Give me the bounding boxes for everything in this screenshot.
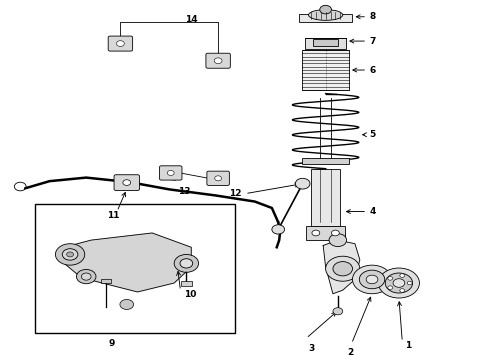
Circle shape [359,270,385,289]
FancyBboxPatch shape [108,36,133,51]
Circle shape [366,275,378,284]
Bar [314,39,338,46]
Text: 9: 9 [109,338,115,347]
Circle shape [272,225,285,234]
Circle shape [55,244,85,265]
Text: 11: 11 [107,211,120,220]
Circle shape [333,308,343,315]
Circle shape [312,230,320,236]
Bar [305,38,346,49]
Circle shape [326,256,360,281]
Circle shape [331,230,339,236]
FancyBboxPatch shape [207,171,229,185]
Circle shape [378,268,419,298]
Circle shape [67,252,74,257]
Circle shape [167,170,174,175]
Circle shape [180,259,193,268]
FancyBboxPatch shape [206,53,230,68]
Circle shape [329,234,346,247]
Bar [311,169,340,226]
Text: 13: 13 [177,187,190,196]
FancyBboxPatch shape [159,166,182,180]
Circle shape [62,249,78,260]
FancyBboxPatch shape [114,175,140,190]
Circle shape [320,5,331,14]
Circle shape [333,262,352,276]
Circle shape [393,279,405,287]
Text: 1: 1 [405,341,412,350]
Text: 5: 5 [369,130,376,139]
Bar [180,280,192,285]
Text: 2: 2 [347,348,353,357]
Bar [101,279,111,283]
Circle shape [214,58,222,64]
Text: 7: 7 [369,37,376,46]
Bar [302,50,349,90]
Polygon shape [64,233,191,292]
Bar [302,158,349,164]
Circle shape [117,41,124,46]
Text: 14: 14 [185,15,197,24]
Text: 8: 8 [369,12,376,21]
Polygon shape [323,240,360,294]
Text: 4: 4 [369,207,376,216]
Circle shape [400,289,405,292]
Ellipse shape [309,10,343,21]
Circle shape [76,269,96,284]
Text: 6: 6 [369,66,376,75]
Circle shape [174,255,198,272]
Text: 10: 10 [184,290,196,299]
Bar [35,204,235,333]
Bar [306,226,345,240]
Text: 12: 12 [229,189,241,198]
Circle shape [407,281,412,285]
Circle shape [352,265,392,294]
Text: 3: 3 [309,344,315,353]
Circle shape [123,180,131,185]
Circle shape [388,286,392,289]
Circle shape [385,273,413,293]
Circle shape [295,178,310,189]
Bar [299,14,352,22]
Circle shape [81,273,91,280]
Circle shape [400,274,405,277]
Circle shape [215,176,221,181]
Circle shape [120,300,134,310]
Circle shape [388,276,392,280]
